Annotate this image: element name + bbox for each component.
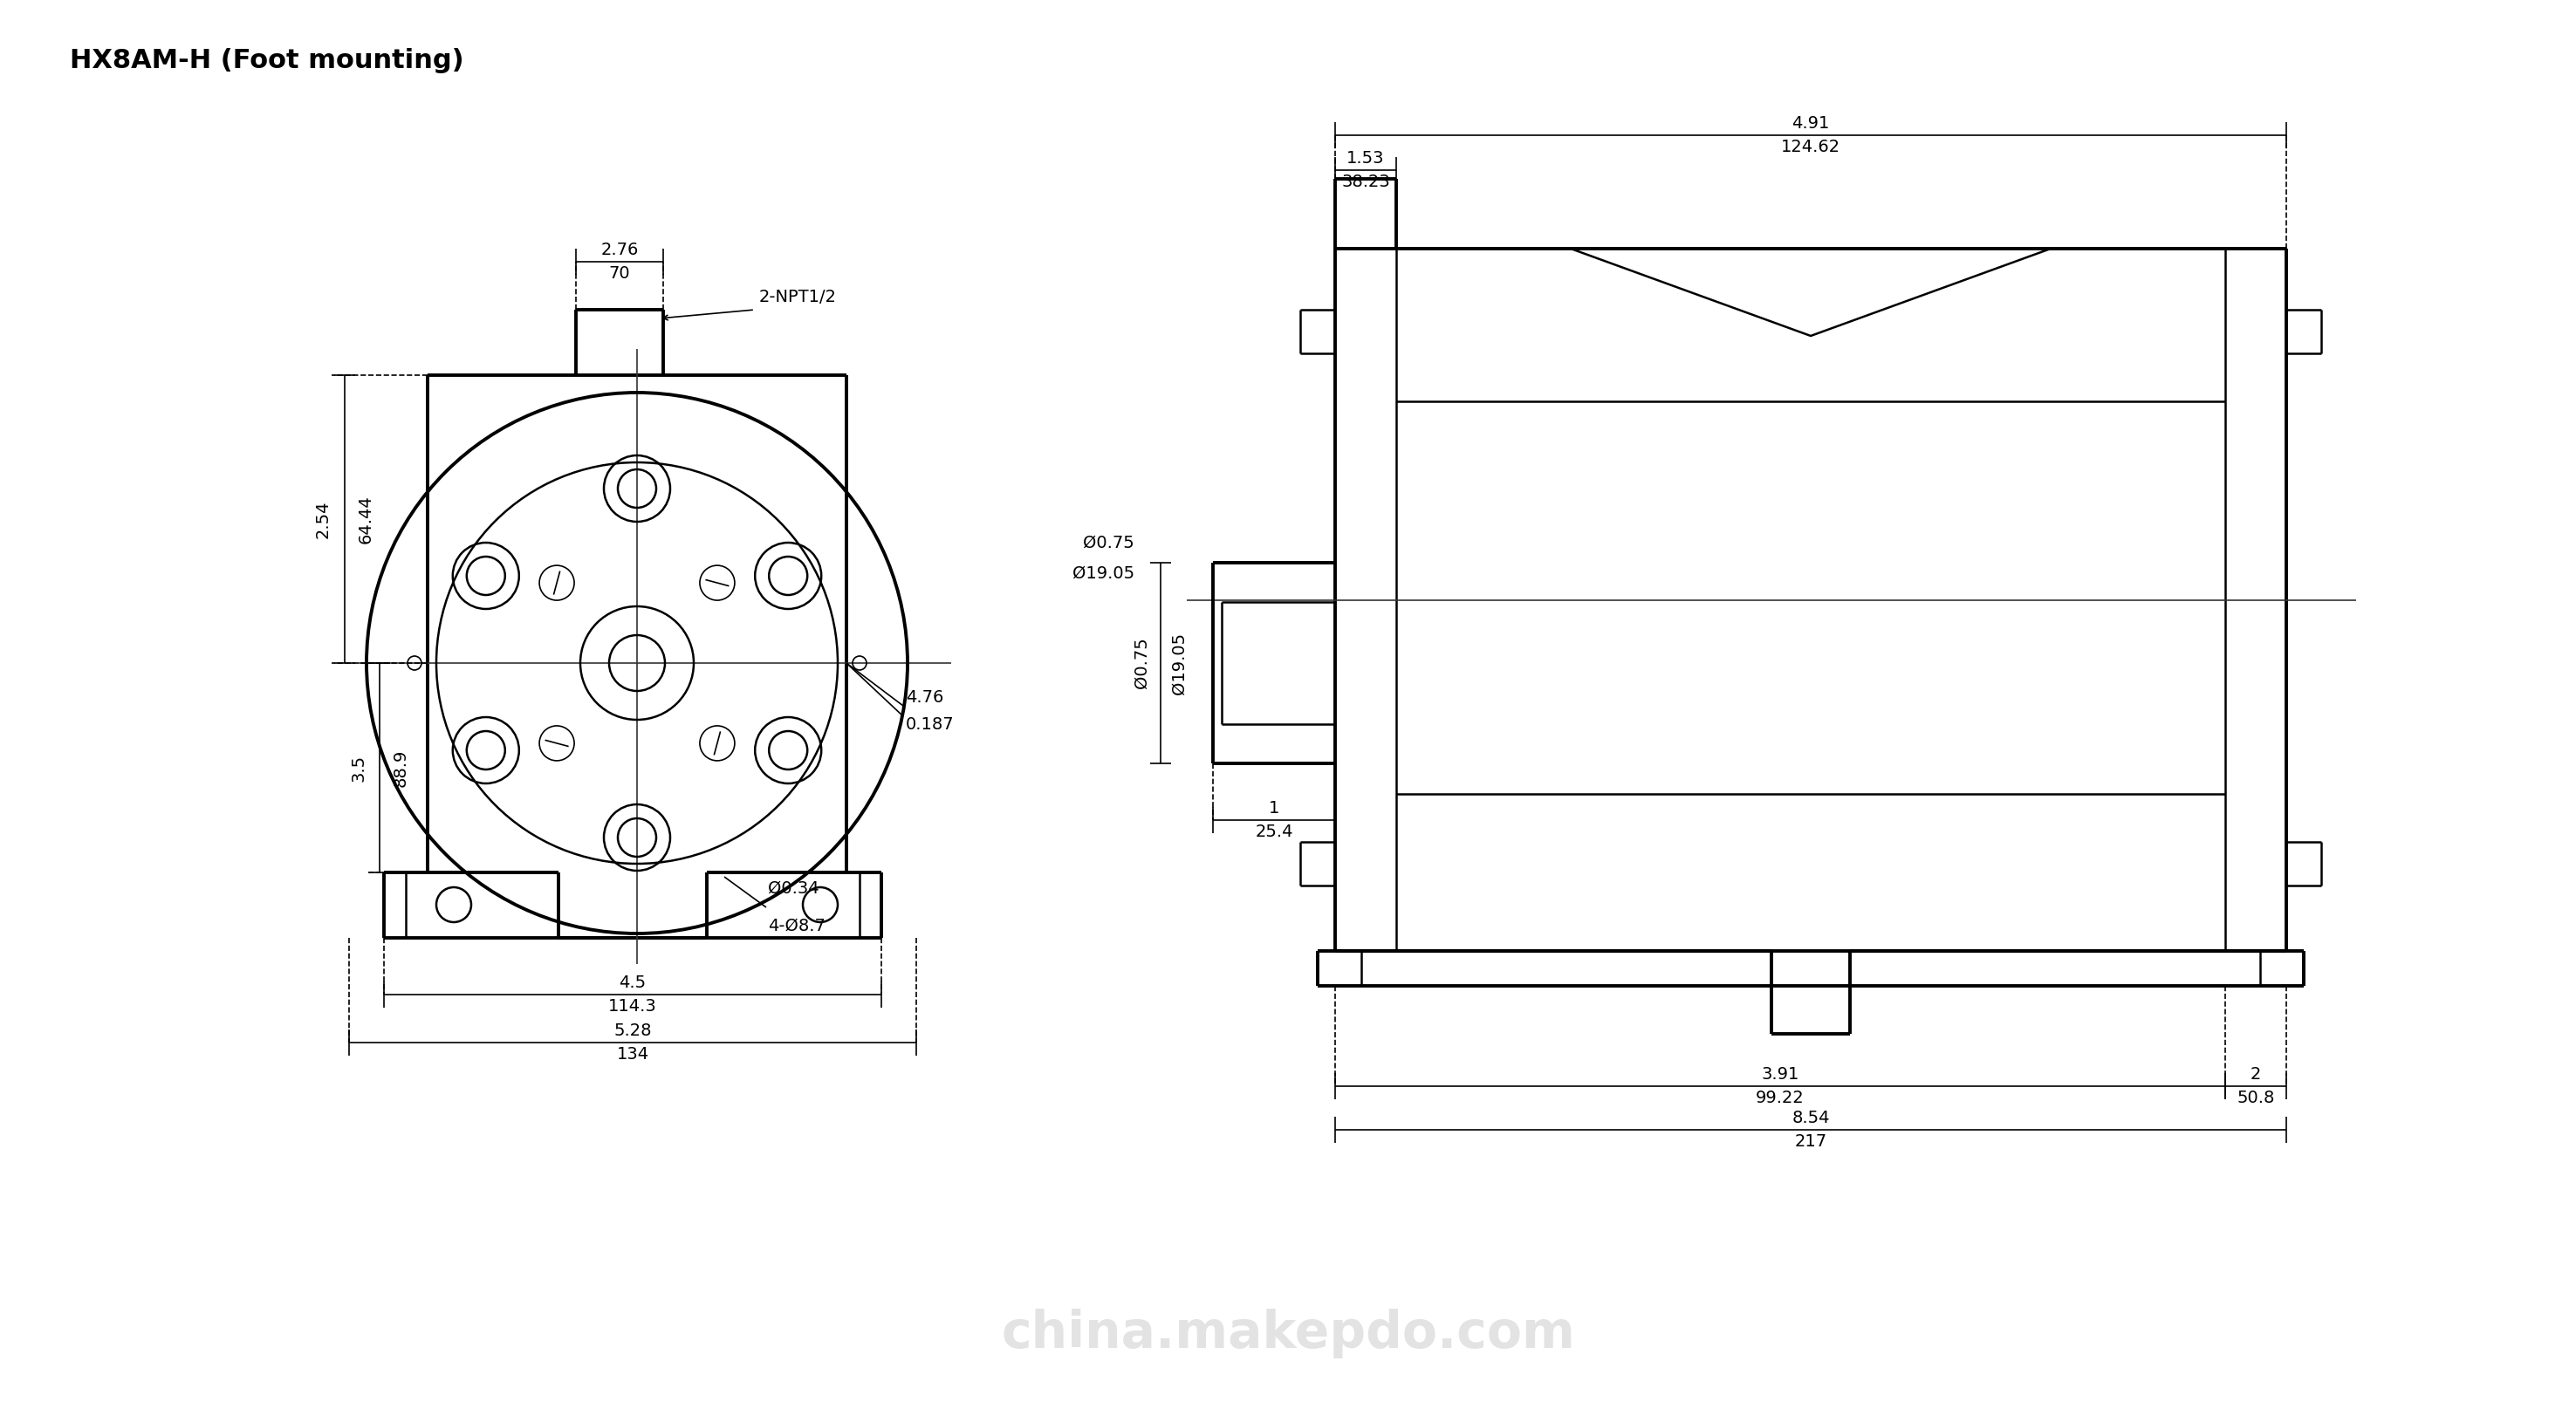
- Text: 1.53: 1.53: [1347, 150, 1386, 167]
- Text: Ø19.05: Ø19.05: [1172, 632, 1188, 694]
- Text: 5.28: 5.28: [613, 1022, 652, 1039]
- Text: 25.4: 25.4: [1255, 823, 1293, 840]
- Text: 3.91: 3.91: [1762, 1066, 1798, 1082]
- Text: 0.187: 0.187: [907, 716, 953, 733]
- Text: 88.9: 88.9: [392, 749, 410, 787]
- Text: 50.8: 50.8: [2236, 1089, 2275, 1106]
- Text: china.makepdo.com: china.makepdo.com: [1002, 1308, 1574, 1359]
- Text: 124.62: 124.62: [1780, 139, 1839, 156]
- Text: 70: 70: [608, 265, 631, 282]
- Text: 3.5: 3.5: [350, 754, 366, 781]
- Text: 4-Ø8.7: 4-Ø8.7: [768, 918, 824, 934]
- Text: 2.76: 2.76: [600, 241, 639, 258]
- Text: 64.44: 64.44: [358, 495, 374, 544]
- Text: 8.54: 8.54: [1793, 1110, 1829, 1126]
- Text: 4.5: 4.5: [618, 974, 647, 991]
- Text: Ø19.05: Ø19.05: [1072, 565, 1133, 582]
- Text: 2-NPT1/2: 2-NPT1/2: [760, 289, 837, 304]
- Text: HX8AM-H (Foot mounting): HX8AM-H (Foot mounting): [70, 48, 464, 73]
- Text: 38.23: 38.23: [1342, 174, 1391, 191]
- Text: 114.3: 114.3: [608, 998, 657, 1015]
- Text: 2: 2: [2251, 1066, 2262, 1082]
- Text: 4.76: 4.76: [907, 690, 943, 705]
- Text: 217: 217: [1795, 1133, 1826, 1150]
- Text: 2.54: 2.54: [314, 501, 332, 538]
- Text: Ø0.75: Ø0.75: [1133, 638, 1149, 688]
- Text: Ø0.34: Ø0.34: [768, 880, 819, 897]
- Text: 4.91: 4.91: [1793, 115, 1829, 132]
- Text: 1: 1: [1267, 801, 1280, 816]
- Text: 99.22: 99.22: [1757, 1089, 1803, 1106]
- Text: Ø0.75: Ø0.75: [1082, 534, 1133, 551]
- Text: 134: 134: [616, 1046, 649, 1063]
